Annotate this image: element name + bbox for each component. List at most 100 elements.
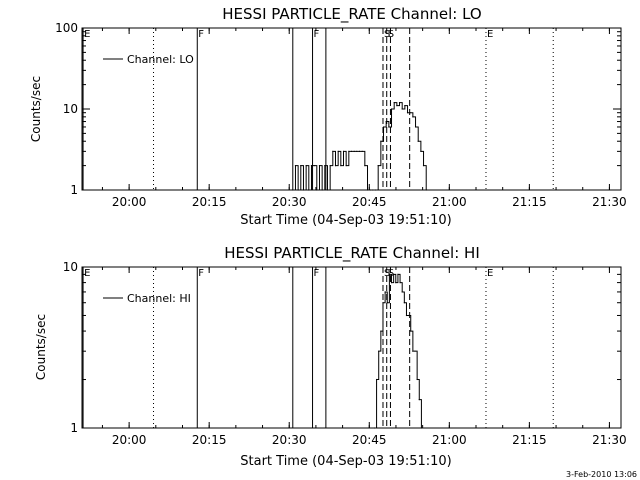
data-point [378,350,380,352]
data-point [318,165,321,167]
data-point [406,112,409,114]
x-tick-label: 21:00 [432,195,467,209]
data-point [358,150,361,152]
chart-panel-lo: HESSI PARTICLE_RATE Channel: LO Counts/s… [29,5,627,228]
data-point [398,101,401,104]
y-axis-ticks: 1 10 100 [55,21,621,197]
y-tick-label: 10 [63,260,78,274]
data-point [326,189,329,191]
event-marker-label: S [384,268,390,279]
data-point [414,126,417,128]
data-point [395,282,397,284]
data-point [404,105,406,107]
x-tick-label: 20:15 [192,195,227,209]
data-point [414,350,416,352]
data-point [364,165,366,167]
data-point [388,273,390,275]
x-tick-label: 20:45 [352,195,387,209]
event-marker-label: S [388,268,394,279]
data-point [393,273,395,275]
data-point [380,330,382,332]
event-marker-label: E [84,268,90,279]
x-tick-label: 20:45 [352,433,387,447]
event-marker-label: F [314,29,320,40]
x-tick-label: 20:00 [112,195,147,209]
data-point [401,291,403,293]
data-point [412,350,414,352]
event-markers: E F F SS E [82,267,554,428]
data-point [345,165,347,167]
x-tick-label: 21:30 [592,433,627,447]
legend-entry: Channel: LO [127,53,194,66]
y-axis-label: Counts/sec [29,76,43,142]
x-tick-label: 21:30 [592,195,627,209]
chart-title: HESSI PARTICLE_RATE Channel: HI [224,244,480,263]
chart-panel-hi: HESSI PARTICLE_RATE Channel: HI Counts/s… [34,244,627,469]
data-point [388,126,390,128]
data-point [405,314,408,317]
data-point [305,165,307,167]
data-point [373,427,376,429]
data-point [337,150,339,152]
data-point [372,189,374,191]
chart-title: HESSI PARTICLE_RATE Channel: LO [222,5,481,24]
footer-timestamp: 3-Feb-2010 13:06 [566,470,637,479]
data-point [292,189,294,191]
event-marker-label: F [198,29,204,40]
data-point [420,150,422,152]
y-axis-ticks: 1 10 [63,260,621,435]
data-point [390,282,393,284]
event-marker-label: F [314,268,320,279]
legend-entry: Channel: HI [127,292,191,305]
x-tick-label: 21:00 [432,433,467,447]
y-axis-label: Counts/sec [34,314,48,380]
data-point [386,302,388,304]
data-point [294,165,297,167]
data-point [390,108,393,110]
plot-frame [81,266,622,429]
event-marker-label: F [198,268,204,279]
data-point [316,189,318,191]
data-point [417,140,419,142]
data-point [403,302,405,304]
data-point [334,165,337,167]
x-tick-label: 20:00 [112,433,147,447]
data-point [356,150,358,152]
data-point [297,189,299,191]
x-axis-ticks: 20:00 20:15 20:30 20:45 21:00 21:15 21:30 [101,267,627,447]
data-point [300,165,302,167]
data-point [382,126,385,128]
y-tick-label: 100 [55,21,78,35]
data-point [399,282,401,284]
x-tick-label: 21:15 [512,433,547,447]
data-point [353,150,355,152]
data-point [384,291,386,293]
data-point [342,150,345,152]
y-tick-label: 10 [63,102,78,116]
data-point [401,108,403,110]
data-point [310,165,313,167]
data-point [302,189,305,191]
legend: Channel: HI [103,292,191,305]
event-marker-label: S [384,29,390,40]
y-tick-label: 1 [70,183,78,197]
y-tick-label: 1 [70,421,78,435]
x-tick-label: 20:30 [272,195,307,209]
data-point [425,189,427,191]
data-point [410,330,412,332]
data-point [350,150,353,152]
event-marker-label: E [487,268,493,279]
event-marker-label: E [487,29,493,40]
x-tick-label: 20:15 [192,433,227,447]
data-point [369,189,371,191]
series-line [374,273,422,429]
data-point [324,165,326,167]
data-point [361,150,363,152]
legend: Channel: LO [103,53,194,66]
data-series [292,101,427,191]
data-point [332,150,334,152]
x-axis-label: Start Time (04-Sep-03 19:51:10) [240,213,451,228]
data-point [308,189,310,191]
x-tick-label: 21:15 [512,195,547,209]
